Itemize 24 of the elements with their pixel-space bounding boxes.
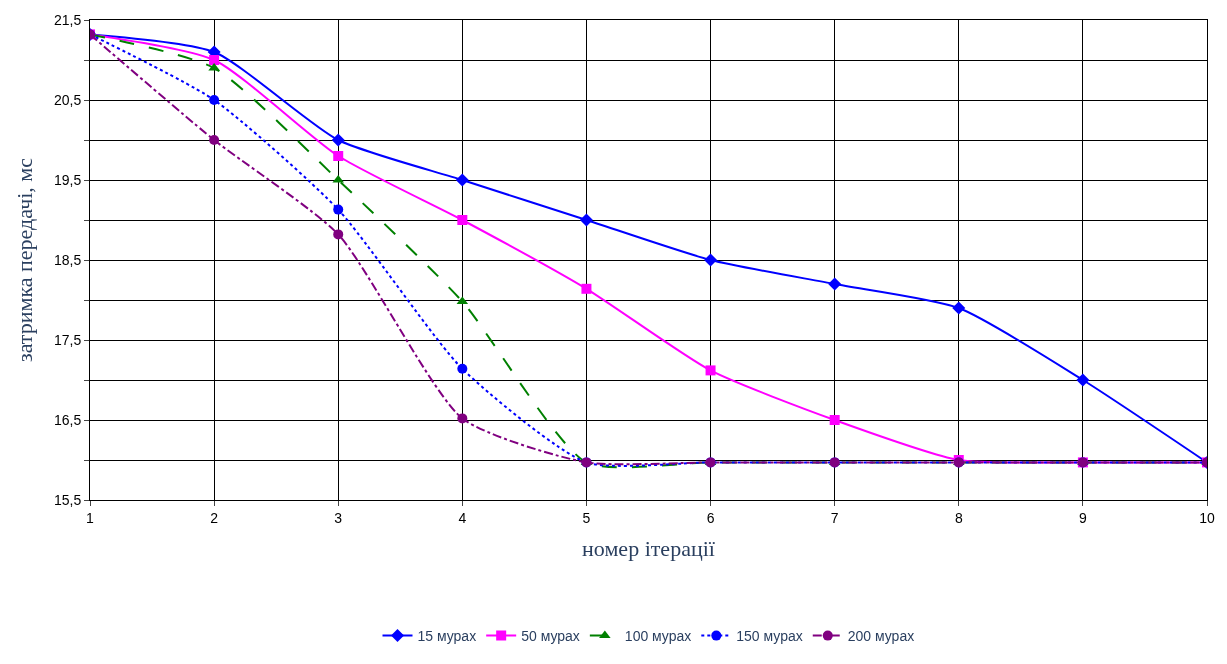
y-tick-label: 17,5 — [53, 331, 82, 348]
legend-label: 100 мурах — [624, 628, 692, 645]
legend-label: 50 мурах — [521, 628, 580, 645]
legend-label: 200 мурах — [847, 628, 915, 645]
x-tick-label: 1 — [86, 509, 95, 526]
x-tick-label: 8 — [954, 509, 963, 526]
y-axis-title: затримка передачі, мс — [11, 157, 37, 363]
x-axis-title: номер ітерації — [582, 535, 716, 561]
y-tick-label: 21,5 — [53, 11, 82, 28]
y-tick-label: 19,5 — [53, 171, 82, 188]
x-tick-label: 7 — [830, 509, 839, 526]
legend-label: 15 мурах — [417, 628, 477, 645]
y-tick-label: 20,5 — [53, 91, 82, 108]
x-tick-label: 3 — [334, 509, 343, 526]
x-tick-label: 6 — [706, 509, 715, 526]
x-tick-label: 2 — [210, 509, 219, 526]
y-tick-label: 16,5 — [53, 411, 82, 428]
legend-label: 150 мурах — [736, 628, 803, 645]
x-tick-label: 10 — [1199, 509, 1215, 526]
y-tick-label: 15,5 — [53, 491, 82, 508]
x-tick-label: 5 — [582, 509, 591, 526]
x-tick-label: 9 — [1078, 509, 1087, 526]
y-tick-label: 18,5 — [53, 251, 82, 268]
x-tick-label: 4 — [458, 509, 467, 526]
